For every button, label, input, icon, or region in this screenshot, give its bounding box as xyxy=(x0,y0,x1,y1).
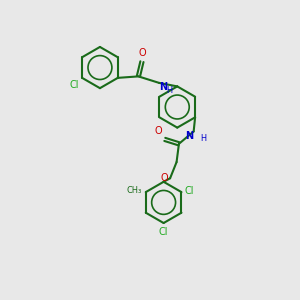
Text: N: N xyxy=(160,82,168,92)
Text: N: N xyxy=(185,131,194,141)
Text: H: H xyxy=(167,86,172,95)
Text: O: O xyxy=(160,173,168,183)
Text: O: O xyxy=(155,127,162,136)
Text: CH₃: CH₃ xyxy=(127,186,142,195)
Text: H: H xyxy=(200,134,206,143)
Text: Cl: Cl xyxy=(185,186,194,196)
Text: Cl: Cl xyxy=(159,227,168,237)
Text: O: O xyxy=(138,48,146,58)
Text: Cl: Cl xyxy=(69,80,79,90)
